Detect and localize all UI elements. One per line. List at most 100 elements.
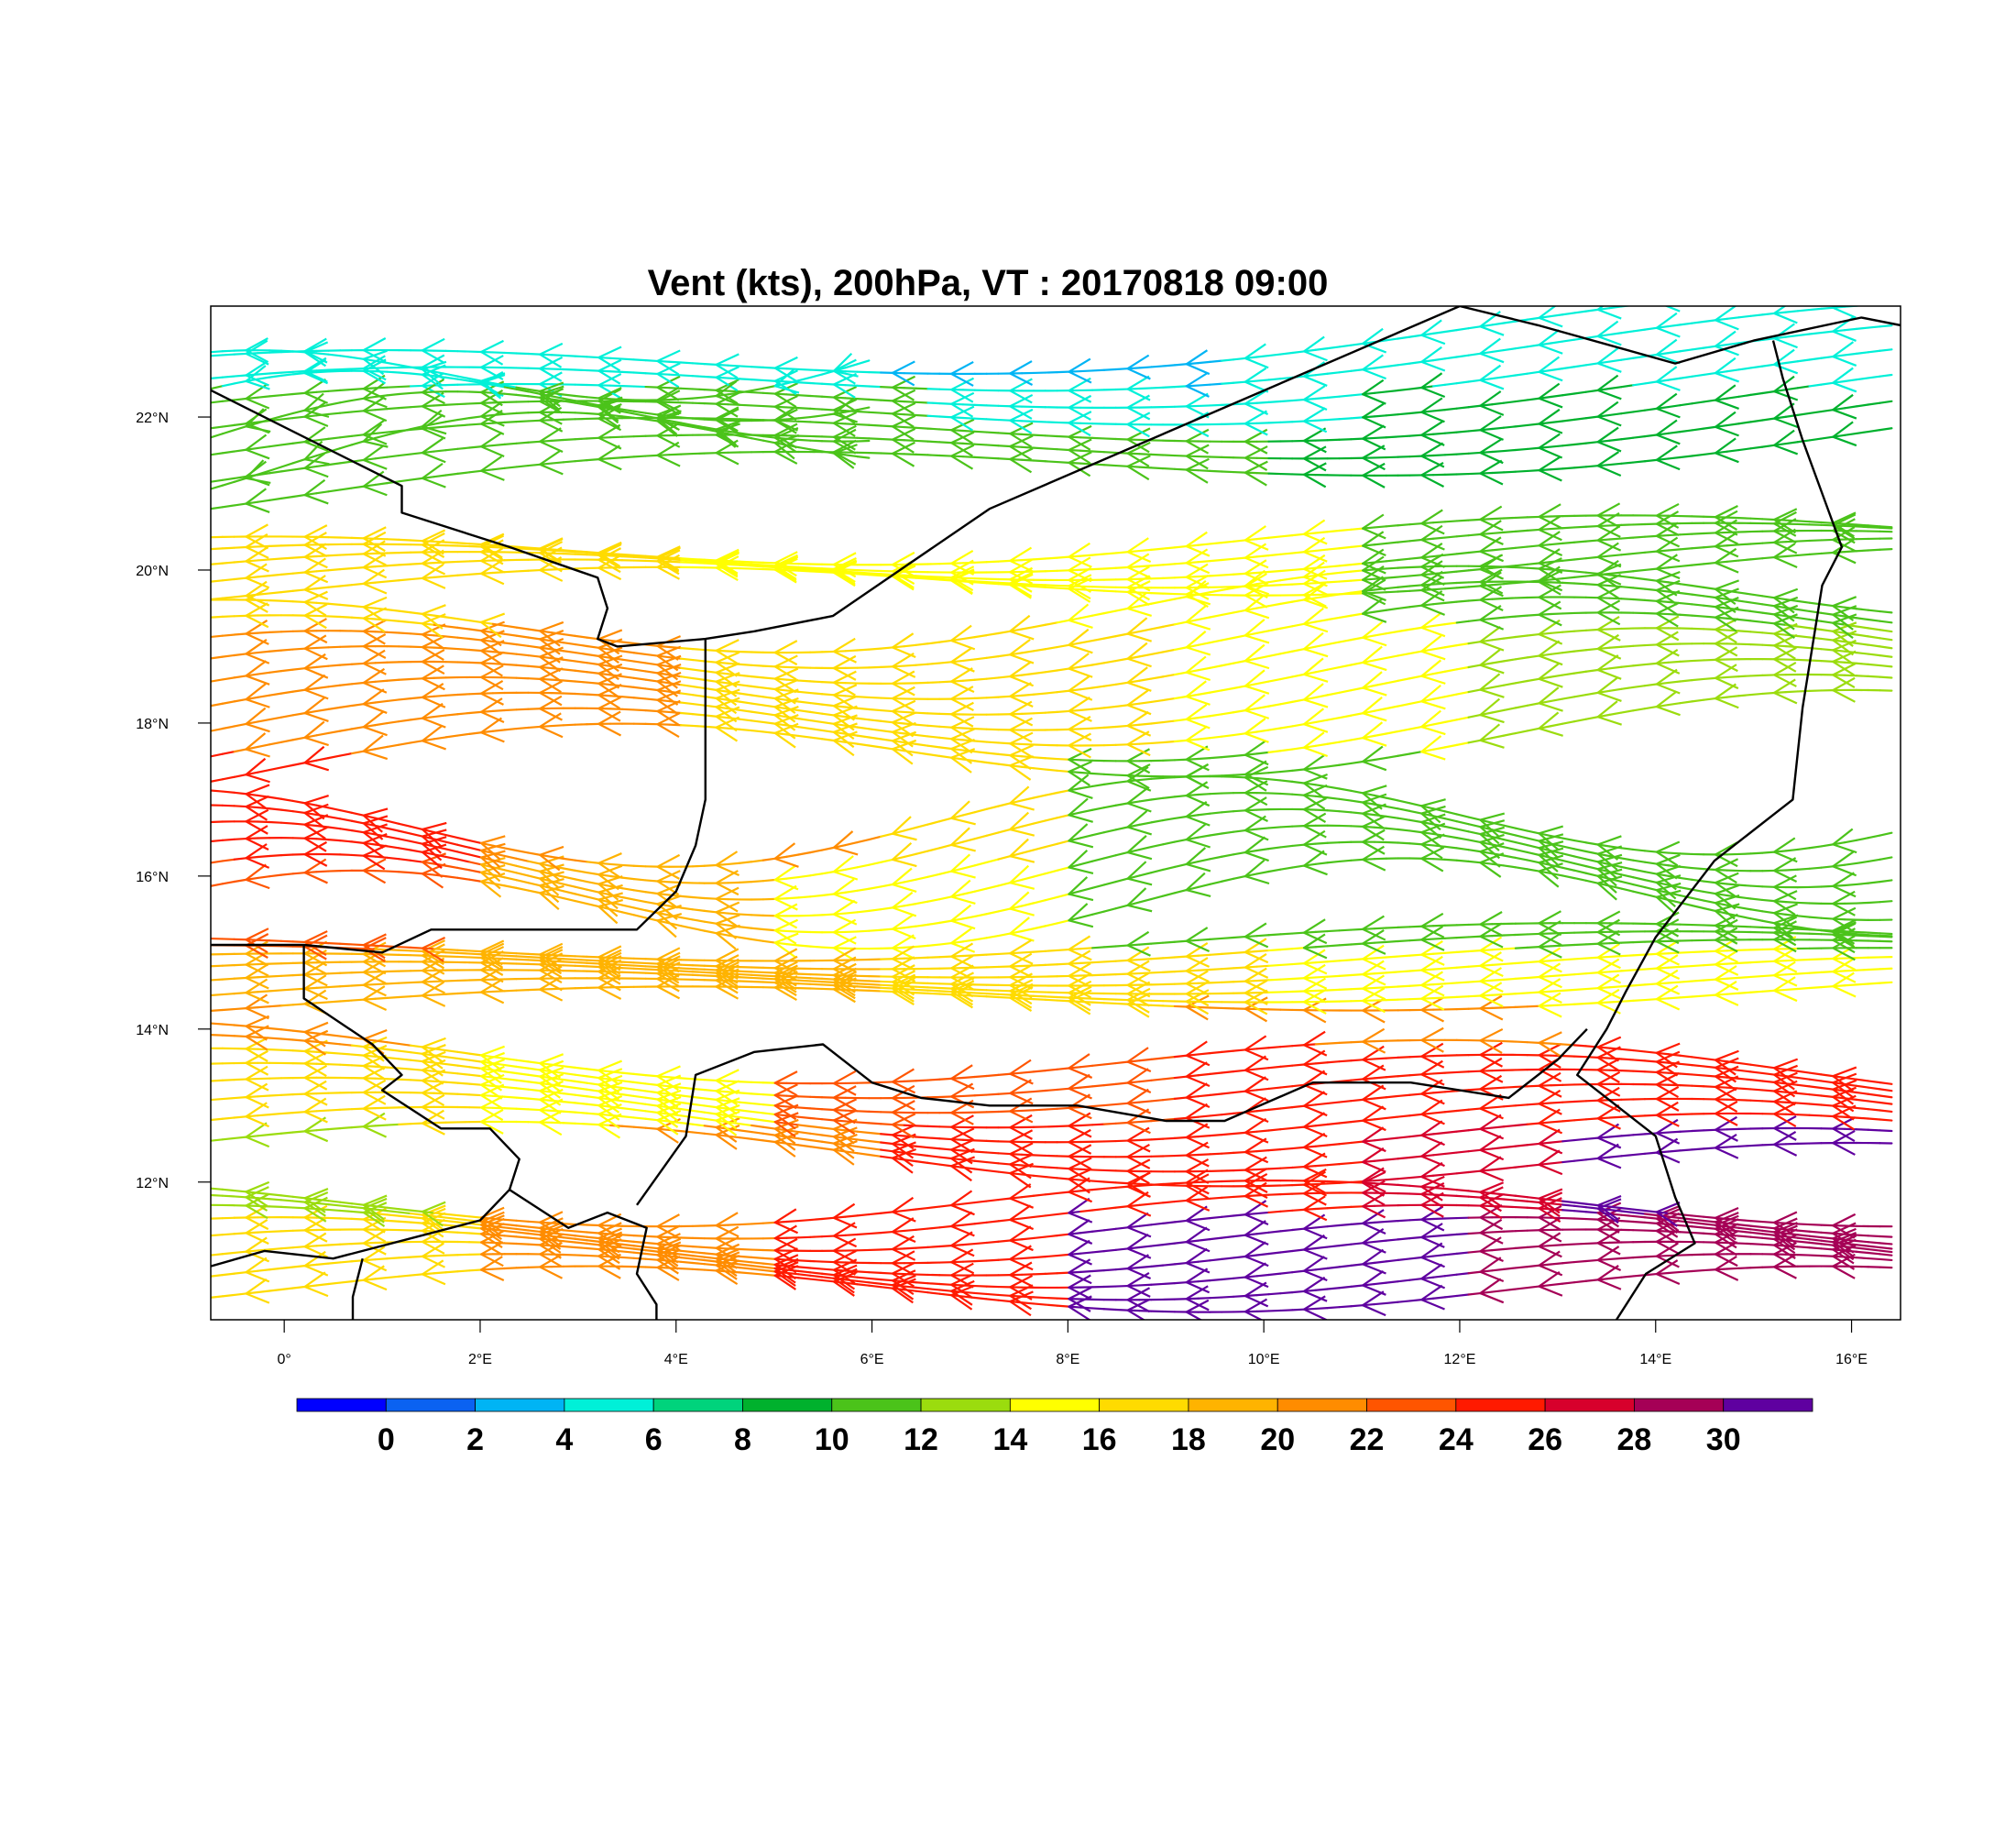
- wind-arrowhead: [656, 853, 681, 880]
- wind-arrowhead: [1126, 887, 1153, 913]
- streamline-segment: [562, 890, 576, 895]
- streamline-segment: [1373, 365, 1387, 369]
- streamline-segment: [997, 741, 1012, 745]
- streamline-segment: [574, 642, 588, 648]
- streamline-segment: [1443, 581, 1458, 585]
- streamline-segment: [644, 687, 659, 692]
- streamline-segment: [268, 649, 283, 653]
- streamline-segment: [515, 634, 530, 639]
- streamline-segment: [1855, 633, 1869, 638]
- streamline-segment: [1267, 703, 1282, 708]
- streamline-segment: [291, 440, 306, 445]
- wind-arrowhead: [1302, 773, 1328, 799]
- wind-arrowhead: [891, 867, 917, 894]
- streamline-segment: [1397, 817, 1411, 821]
- streamline-segment: [456, 732, 471, 737]
- streamline-segment: [1572, 310, 1587, 314]
- streamline-segment: [1232, 685, 1246, 690]
- streamline-segment: [1350, 799, 1364, 804]
- streamline-segment: [1691, 979, 1705, 982]
- wind-arrowhead: [715, 851, 740, 877]
- streamline-segment: [680, 925, 695, 930]
- streamline-segment: [1209, 832, 1223, 837]
- streamline-segment: [257, 854, 271, 859]
- streamline-segment: [1408, 818, 1423, 824]
- streamline-segment: [491, 873, 506, 879]
- streamline-segment: [1561, 558, 1576, 562]
- wind-arrowhead: [1655, 615, 1680, 642]
- streamline-segment: [961, 561, 976, 565]
- wind-arrowhead: [479, 539, 504, 565]
- wind-arrowhead: [1479, 673, 1505, 698]
- streamline-segment: [1703, 890, 1717, 895]
- streamline-segment: [961, 678, 976, 682]
- streamline-segment: [973, 994, 988, 998]
- streamline-segment: [691, 676, 706, 681]
- streamline-segment: [1667, 565, 1682, 569]
- streamline-segment: [386, 538, 400, 542]
- streamline-segment: [562, 438, 576, 442]
- streamline-segment: [1408, 829, 1423, 834]
- streamline-segment: [868, 885, 882, 890]
- streamline-segment: [1572, 718, 1587, 723]
- streamline-segment: [1632, 409, 1647, 413]
- streamline-segment: [1608, 645, 1623, 649]
- streamline-segment: [1150, 625, 1165, 631]
- streamline-segment: [433, 736, 447, 741]
- streamline-segment: [1584, 415, 1599, 420]
- streamline-segment: [727, 561, 741, 565]
- wind-arrowhead: [1596, 542, 1622, 568]
- wind-arrowhead: [539, 656, 564, 682]
- streamline-segment: [1161, 563, 1176, 566]
- streamline-segment: [1703, 319, 1717, 324]
- streamline-segment: [1572, 570, 1587, 574]
- streamline-segment: [1749, 593, 1764, 598]
- wind-arrowhead: [362, 667, 388, 694]
- wind-arrowhead: [715, 439, 740, 466]
- streamline-segment: [1667, 898, 1682, 905]
- streamline-segment: [1867, 968, 1881, 971]
- streamline-segment: [1114, 802, 1129, 807]
- streamline-segment: [1667, 981, 1682, 984]
- streamline-segment: [1397, 677, 1411, 682]
- streamline-segment: [1173, 363, 1188, 367]
- streamline-segment: [750, 859, 765, 863]
- wind-arrowhead: [1832, 828, 1857, 854]
- streamline-segment: [926, 454, 941, 457]
- streamline-segment: [1326, 785, 1341, 790]
- wind-arrowhead: [245, 580, 270, 607]
- streamline-segment: [1397, 565, 1411, 569]
- streamline-segment: [1021, 822, 1035, 828]
- streamline-segment: [739, 560, 753, 564]
- streamline-segment: [279, 572, 294, 576]
- streamline-segment: [985, 431, 1000, 434]
- wind-arrowhead: [1773, 622, 1798, 649]
- streamline-segment: [1572, 540, 1587, 543]
- streamline-segment: [1221, 381, 1235, 385]
- wind-arrowhead: [1714, 841, 1738, 868]
- streamline-segment: [1467, 816, 1482, 821]
- wind-arrowhead: [1538, 992, 1562, 1018]
- streamline-segment: [680, 452, 695, 456]
- streamline-segment: [727, 912, 741, 916]
- wind-arrowhead: [1479, 311, 1505, 336]
- streamline-segment: [926, 752, 941, 757]
- streamline-segment: [233, 697, 247, 703]
- wind-arrowhead: [950, 927, 976, 953]
- streamline-segment: [233, 576, 247, 581]
- streamline-segment: [1704, 295, 1715, 296]
- streamline-segment: [1879, 620, 1893, 624]
- wind-arrowhead: [773, 678, 799, 705]
- streamline-segment: [1397, 841, 1411, 845]
- wind-arrowhead: [832, 439, 857, 466]
- streamline-segment: [211, 1008, 224, 1012]
- streamline-segment: [1114, 826, 1129, 831]
- streamline-segment: [1090, 553, 1106, 556]
- streamline-segment: [1279, 421, 1294, 423]
- streamline-segment: [691, 895, 706, 900]
- streamline-segment: [1726, 423, 1740, 427]
- streamline-segment: [1021, 650, 1035, 654]
- streamline-segment: [680, 906, 695, 911]
- streamline-segment: [903, 425, 917, 429]
- streamline-segment: [221, 790, 236, 794]
